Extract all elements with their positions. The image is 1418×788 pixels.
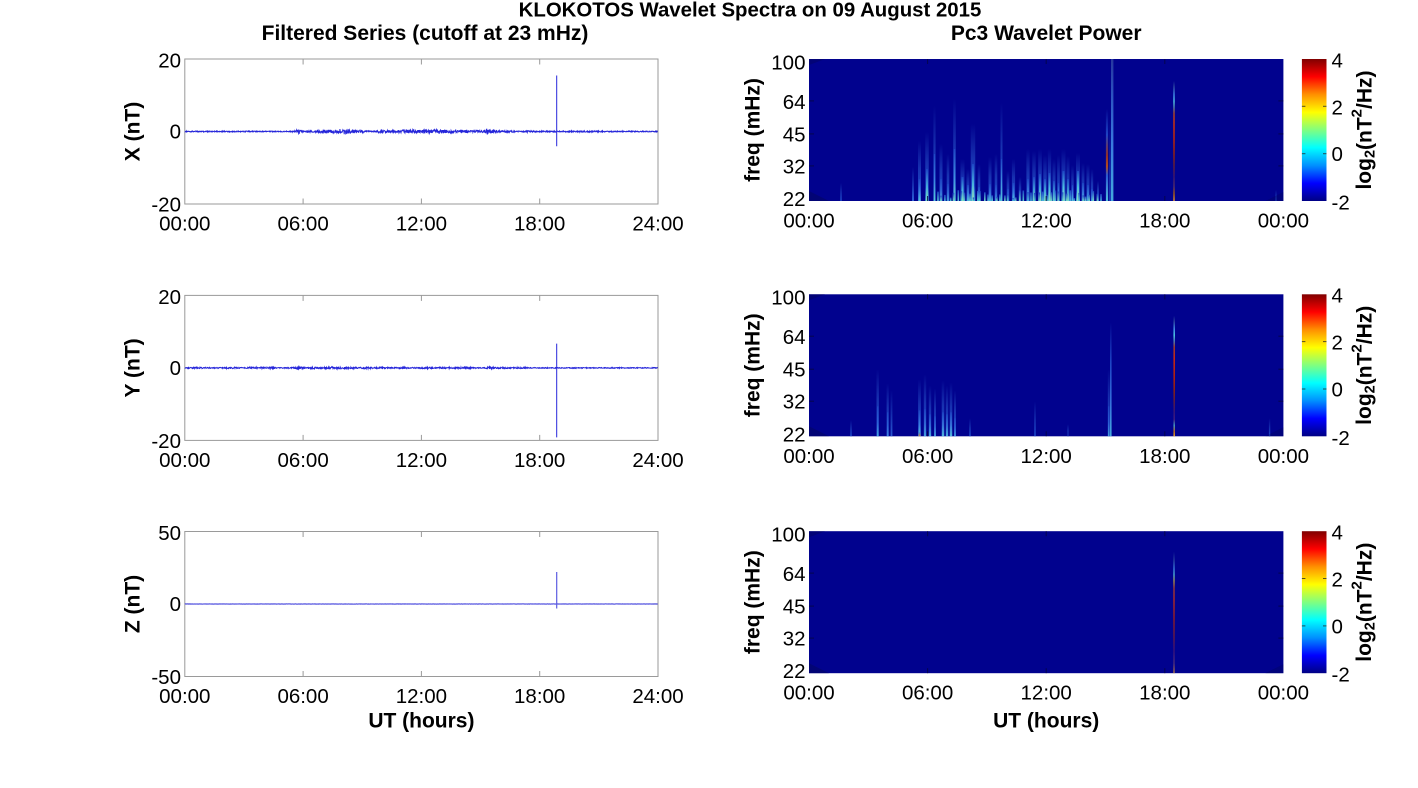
svg-text:freq (mHz): freq (mHz)	[741, 313, 764, 417]
svg-text:100: 100	[771, 51, 805, 74]
svg-text:50: 50	[158, 522, 181, 545]
svg-text:freq (mHz): freq (mHz)	[741, 550, 764, 654]
svg-text:2: 2	[1332, 569, 1343, 592]
svg-text:4: 4	[1332, 522, 1343, 545]
svg-text:0: 0	[170, 593, 181, 616]
svg-text:18:00: 18:00	[1139, 682, 1190, 705]
svg-text:06:00: 06:00	[277, 685, 328, 708]
svg-text:log2(nT2/Hz): log2(nT2/Hz)	[1348, 306, 1379, 425]
svg-text:64: 64	[783, 563, 806, 586]
svg-text:00:00: 00:00	[159, 449, 210, 472]
svg-text:45: 45	[783, 596, 806, 619]
svg-text:06:00: 06:00	[277, 449, 328, 472]
svg-text:Z (nT): Z (nT)	[121, 575, 144, 633]
svg-text:12:00: 12:00	[1021, 210, 1072, 233]
svg-text:45: 45	[783, 359, 806, 382]
svg-text:18:00: 18:00	[1139, 445, 1190, 468]
svg-text:22: 22	[783, 660, 806, 683]
svg-text:-2: -2	[1332, 664, 1350, 687]
svg-text:X (nT): X (nT)	[121, 102, 144, 161]
svg-text:22: 22	[783, 188, 806, 211]
svg-text:-50: -50	[151, 666, 181, 689]
svg-text:2: 2	[1332, 332, 1343, 355]
svg-text:2: 2	[1332, 96, 1343, 119]
svg-text:32: 32	[783, 628, 806, 651]
svg-text:-2: -2	[1332, 427, 1350, 450]
svg-text:06:00: 06:00	[277, 213, 328, 236]
svg-text:Filtered Series (cutoff at 23: Filtered Series (cutoff at 23 mHz)	[262, 22, 589, 45]
svg-text:-20: -20	[151, 194, 181, 217]
svg-text:06:00: 06:00	[902, 210, 953, 233]
svg-text:UT (hours): UT (hours)	[368, 710, 474, 733]
svg-text:00:00: 00:00	[1258, 445, 1309, 468]
svg-text:100: 100	[771, 524, 805, 547]
svg-text:20: 20	[158, 50, 181, 73]
svg-text:64: 64	[783, 326, 806, 349]
svg-text:45: 45	[783, 123, 806, 146]
svg-text:06:00: 06:00	[902, 682, 953, 705]
svg-text:12:00: 12:00	[396, 449, 447, 472]
svg-text:00:00: 00:00	[1258, 210, 1309, 233]
svg-text:100: 100	[771, 287, 805, 310]
svg-text:0: 0	[170, 121, 181, 144]
svg-text:00:00: 00:00	[1258, 682, 1309, 705]
svg-text:-2: -2	[1332, 192, 1350, 215]
svg-text:12:00: 12:00	[396, 685, 447, 708]
svg-text:0: 0	[1332, 615, 1343, 638]
svg-text:24:00: 24:00	[632, 449, 683, 472]
svg-text:freq (mHz): freq (mHz)	[741, 78, 764, 182]
svg-text:12:00: 12:00	[396, 213, 447, 236]
svg-text:32: 32	[783, 391, 806, 414]
svg-text:12:00: 12:00	[1021, 682, 1072, 705]
svg-text:18:00: 18:00	[514, 685, 565, 708]
svg-text:00:00: 00:00	[783, 210, 834, 233]
svg-text:64: 64	[783, 91, 806, 114]
svg-text:0: 0	[170, 357, 181, 380]
svg-text:12:00: 12:00	[1021, 445, 1072, 468]
svg-text:22: 22	[783, 423, 806, 446]
svg-text:18:00: 18:00	[514, 449, 565, 472]
svg-text:00:00: 00:00	[159, 213, 210, 236]
svg-text:00:00: 00:00	[159, 685, 210, 708]
svg-text:0: 0	[1332, 379, 1343, 402]
svg-text:00:00: 00:00	[783, 682, 834, 705]
svg-text:18:00: 18:00	[514, 213, 565, 236]
svg-text:log2(nT2/Hz): log2(nT2/Hz)	[1348, 70, 1379, 189]
svg-text:24:00: 24:00	[632, 685, 683, 708]
svg-text:20: 20	[158, 286, 181, 309]
svg-text:4: 4	[1332, 285, 1343, 308]
svg-text:UT (hours): UT (hours)	[993, 710, 1099, 733]
svg-text:24:00: 24:00	[632, 213, 683, 236]
svg-text:0: 0	[1332, 143, 1343, 166]
svg-text:Y (nT): Y (nT)	[121, 338, 144, 397]
svg-text:KLOKOTOS Wavelet Spectra on 09: KLOKOTOS Wavelet Spectra on 09 August 20…	[519, 0, 982, 22]
svg-text:log2(nT2/Hz): log2(nT2/Hz)	[1348, 543, 1379, 662]
svg-text:06:00: 06:00	[902, 445, 953, 468]
svg-text:18:00: 18:00	[1139, 210, 1190, 233]
svg-text:-20: -20	[151, 430, 181, 453]
svg-text:4: 4	[1332, 49, 1343, 72]
svg-text:32: 32	[783, 155, 806, 178]
svg-text:00:00: 00:00	[783, 445, 834, 468]
svg-text:Pc3 Wavelet Power: Pc3 Wavelet Power	[951, 22, 1142, 45]
